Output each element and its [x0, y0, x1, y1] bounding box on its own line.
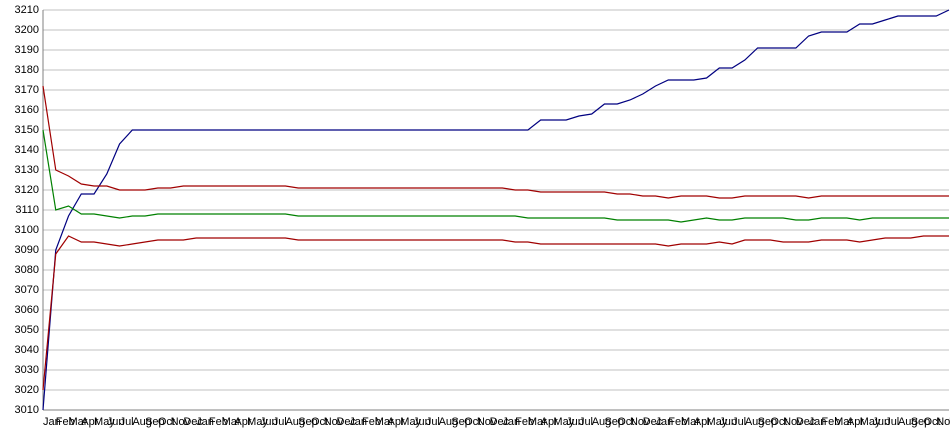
x-tick-label: Jul [120, 416, 134, 428]
x-tick-label: Aug [592, 416, 612, 428]
x-tick-label: Mar [375, 416, 394, 428]
x-tick-label: Nov [171, 416, 191, 428]
x-tick-label: May [400, 416, 421, 428]
x-tick-label: Oct [923, 416, 940, 428]
x-tick-label: Jan [502, 416, 520, 428]
x-tick-label: May [553, 416, 574, 428]
x-tick-label: May [860, 416, 881, 428]
x-tick-label: Aug [898, 416, 918, 428]
x-tick-label: Nov [630, 416, 650, 428]
x-tick-label: Jul [426, 416, 440, 428]
x-tick-label: Aug [132, 416, 152, 428]
y-tick-label: 3090 [15, 244, 39, 256]
x-tick-label: Sep [145, 416, 165, 428]
x-tick-label: Jun [566, 416, 584, 428]
x-tick-label: Feb [821, 416, 840, 428]
x-tick-label: Jun [260, 416, 278, 428]
y-tick-label: 3050 [15, 324, 39, 336]
x-tick-label: Oct [617, 416, 634, 428]
x-tick-label: May [707, 416, 728, 428]
series-line [42, 9, 950, 411]
x-tick-label: Apr [81, 416, 98, 428]
y-tick-label: 3080 [15, 264, 39, 276]
x-tick-label: Dec [796, 416, 816, 428]
y-tick-label: 3140 [15, 144, 39, 156]
x-tick-label: Oct [158, 416, 175, 428]
x-tick-label: Mar [834, 416, 853, 428]
x-tick-label: Feb [209, 416, 228, 428]
x-tick-label: Sep [911, 416, 931, 428]
series-line [42, 129, 949, 223]
y-tick-label: 3180 [15, 64, 39, 76]
x-tick-label: Apr [694, 416, 711, 428]
x-tick-label: Jun [107, 416, 125, 428]
series-line [42, 85, 949, 199]
y-tick-label: 3170 [15, 84, 39, 96]
y-tick-label: 3200 [15, 24, 39, 36]
x-tick-label: Feb [515, 416, 534, 428]
x-tick-label: Jan [809, 416, 827, 428]
y-tick-label: 3190 [15, 44, 39, 56]
x-tick-label: Nov [324, 416, 344, 428]
y-tick-label: 3110 [15, 204, 39, 216]
x-tick-label: Sep [298, 416, 318, 428]
x-tick-label: Oct [464, 416, 481, 428]
y-tick-label: 3030 [15, 364, 39, 376]
x-tick-label: Apr [234, 416, 251, 428]
x-tick-label: Dec [490, 416, 510, 428]
x-tick-label: Feb [56, 416, 75, 428]
y-tick-label: 3020 [15, 384, 39, 396]
x-tick-label: Apr [541, 416, 558, 428]
x-tick-label: Feb [362, 416, 381, 428]
x-tick-label: Jan [656, 416, 674, 428]
x-tick-label: May [247, 416, 268, 428]
x-tick-label: Feb [668, 416, 687, 428]
y-tick-label: 3100 [15, 224, 39, 236]
y-tick-label: 3150 [15, 124, 39, 136]
x-tick-label: Jul [885, 416, 899, 428]
x-tick-label: Jul [732, 416, 746, 428]
x-tick-label: Sep [451, 416, 471, 428]
y-tick-label: 3060 [15, 304, 39, 316]
x-tick-label: Nov [936, 416, 950, 428]
x-tick-label: Nov [783, 416, 803, 428]
x-tick-label: Apr [847, 416, 864, 428]
x-tick-label: Jan [349, 416, 367, 428]
x-tick-label: Jul [579, 416, 593, 428]
x-tick-label: Dec [643, 416, 663, 428]
x-tick-label: Jul [273, 416, 287, 428]
x-tick-label: Mar [222, 416, 241, 428]
x-tick-label: Apr [388, 416, 405, 428]
y-tick-label: 3010 [15, 404, 39, 416]
x-tick-label: Oct [311, 416, 328, 428]
x-tick-label: Nov [477, 416, 497, 428]
x-tick-label: Dec [183, 416, 203, 428]
x-tick-label: Aug [745, 416, 765, 428]
x-tick-label: Jun [413, 416, 431, 428]
series-line [42, 235, 949, 391]
x-tick-label: Mar [69, 416, 88, 428]
x-tick-label: Aug [285, 416, 305, 428]
x-tick-label: Mar [528, 416, 547, 428]
y-tick-label: 3040 [15, 344, 39, 356]
x-tick-label: Jan [43, 416, 61, 428]
y-tick-label: 3130 [15, 164, 39, 176]
y-tick-label: 3120 [15, 184, 39, 196]
x-tick-label: Sep [604, 416, 624, 428]
x-tick-label: Mar [681, 416, 700, 428]
x-tick-label: Aug [439, 416, 459, 428]
y-tick-label: 3070 [15, 284, 39, 296]
x-tick-label: Dec [336, 416, 356, 428]
x-tick-label: Jun [872, 416, 890, 428]
x-tick-label: Oct [770, 416, 787, 428]
x-tick-label: Jan [196, 416, 214, 428]
x-tick-label: May [94, 416, 115, 428]
x-tick-label: Sep [758, 416, 778, 428]
y-tick-label: 3210 [15, 4, 39, 16]
y-tick-label: 3160 [15, 104, 39, 116]
x-tick-label: Jun [719, 416, 737, 428]
